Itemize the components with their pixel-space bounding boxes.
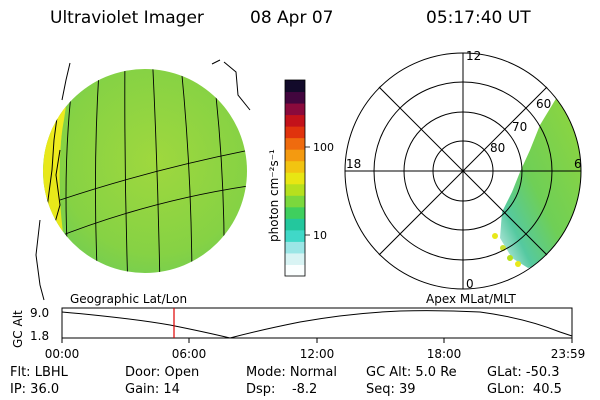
colorbar-band (285, 137, 305, 150)
mode-info: Mode: Normal (246, 365, 337, 380)
colorbar-band (285, 229, 305, 242)
colorbar-band (285, 195, 305, 208)
observation-time: 05:17:40 UT (426, 8, 531, 28)
colorbar-band (285, 114, 305, 127)
colorbar-band (285, 149, 305, 162)
observation-date: 08 Apr 07 (250, 8, 334, 28)
timeline-ylabel: GC Alt (11, 310, 25, 348)
colorbar-band (285, 252, 305, 265)
colorbar-band (285, 160, 305, 173)
door-info: Door: Open (125, 365, 200, 380)
colorbar-band (285, 218, 305, 231)
lat-label-80: 80 (490, 141, 505, 155)
lat-label-60: 60 (536, 97, 551, 111)
colorbar-gradient (285, 80, 305, 277)
auroral-oval-image (500, 97, 581, 268)
gain-info: Gain: 14 (125, 382, 180, 397)
mlt-label-18: 18 (346, 157, 361, 171)
lat-label-70: 70 (512, 120, 527, 134)
instrument-title: Ultraviolet Imager (50, 8, 204, 28)
dsp-info: Dsp: -8.2 (246, 382, 318, 397)
glat-info: GLat: -50.3 (487, 365, 560, 380)
timeline-xtick: 12:00 (300, 347, 335, 361)
colorbar: 100 10 photon cm⁻²s⁻¹ (267, 79, 334, 277)
timeline-ytick-top: 9.0 (30, 306, 49, 320)
colorbar-band (285, 80, 305, 93)
timeline-xtick: 00:00 (45, 347, 80, 361)
mlt-label-0: 0 (466, 277, 474, 291)
colorbar-band (285, 183, 305, 196)
colorbar-band (285, 126, 305, 139)
filter-info: Flt: LBHL (10, 365, 68, 380)
earth-disk (43, 69, 247, 273)
left-panel-caption: Geographic Lat/Lon (70, 292, 187, 306)
geographic-image (35, 59, 251, 301)
colorbar-tick-10: 10 (313, 229, 327, 242)
altitude-curve (61, 310, 573, 339)
colorbar-band (285, 241, 305, 254)
timeline-ytick-bottom: 1.8 (30, 329, 49, 343)
timeline-xtick: 18:00 (427, 347, 462, 361)
glon-info: GLon: 40.5 (487, 382, 562, 397)
colorbar-band (285, 91, 305, 104)
altitude-timeline: GC Alt 9.0 1.8 00:00 06:00 12:00 18:00 2… (11, 306, 585, 361)
colorbar-band (285, 172, 305, 185)
colorbar-band (285, 206, 305, 219)
ip-info: IP: 36.0 (10, 382, 60, 397)
mlt-spokes (345, 53, 581, 289)
gc-alt-info: GC Alt: 5.0 Re (366, 365, 457, 380)
colorbar-tick-100: 100 (313, 141, 334, 154)
timeline-xtick: 23:59 (551, 347, 586, 361)
timeline-xtick: 06:00 (172, 347, 207, 361)
colorbar-band (285, 264, 305, 277)
right-panel-caption: Apex MLat/MLT (426, 292, 516, 306)
colorbar-unit-label: photon cm⁻²s⁻¹ (267, 149, 281, 242)
polar-plot: 12 18 6 0 60 70 80 (344, 49, 582, 291)
mlt-label-6: 6 (574, 157, 582, 171)
colorbar-band (285, 103, 305, 116)
seq-info: Seq: 39 (366, 382, 416, 397)
mlt-label-12: 12 (466, 49, 481, 63)
